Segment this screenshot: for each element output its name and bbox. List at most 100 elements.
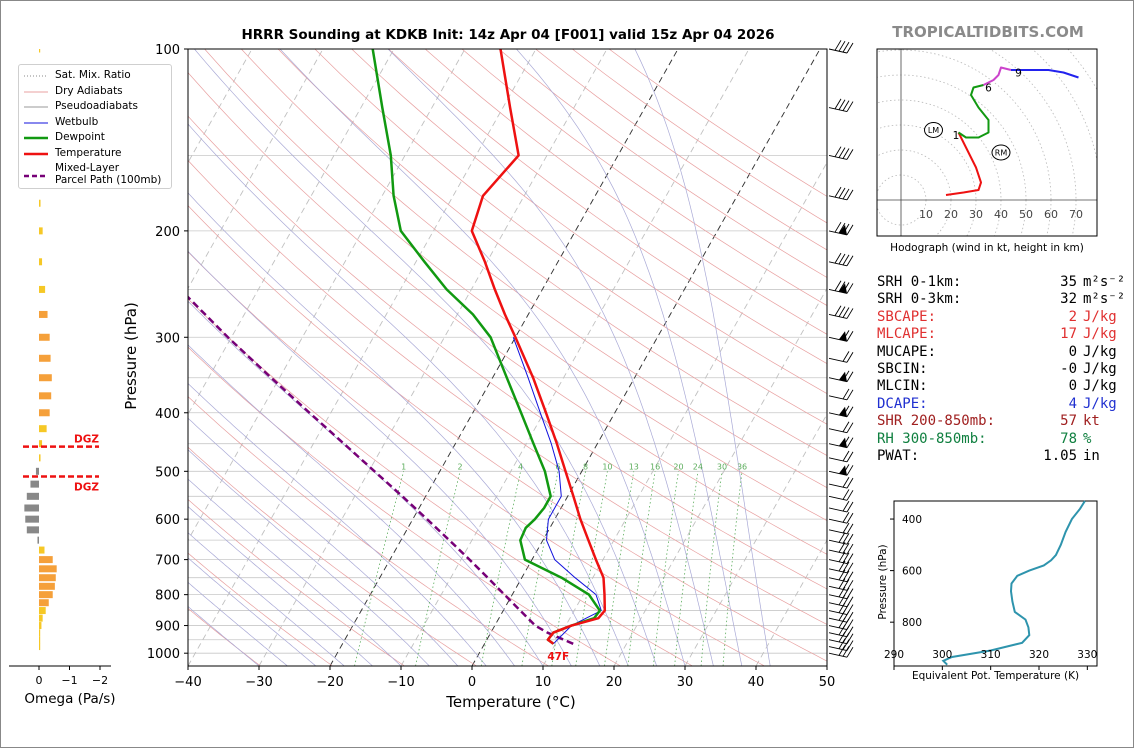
index-label: SBCIN:: [877, 361, 928, 377]
mixing-ratio-line: [481, 471, 520, 666]
wind-barb: [829, 147, 853, 160]
omega-bar: [39, 583, 55, 590]
omega-bar: [39, 565, 57, 572]
legend-item: Dry Adiabats: [23, 85, 169, 100]
omega-bar: [39, 547, 44, 554]
omega-bar: [39, 574, 56, 581]
theta-e-xlabel: Equivalent Pot. Temperature (K): [893, 670, 1098, 682]
index-label: SHR 200-850mb:: [877, 413, 995, 429]
hodograph-tick-label: 40: [994, 208, 1008, 221]
legend-swatch: [23, 71, 49, 81]
omega-bar: [39, 227, 43, 234]
x-tick-label: −20: [316, 675, 343, 690]
omega-bar: [39, 622, 41, 629]
mixing-ratio-label: 16: [650, 462, 660, 471]
y-tick-label: 500: [155, 465, 180, 480]
omega-bar: [39, 311, 48, 318]
omega-bar: [25, 516, 39, 523]
mixing-ratio-label: 2: [458, 462, 463, 471]
mixing-ratio-label: 13: [629, 462, 639, 471]
omega-bar: [24, 504, 39, 511]
mixing-ratio-label: 30: [717, 462, 727, 471]
pseudoadiabat: [635, 49, 770, 666]
index-label: SBCAPE:: [877, 309, 936, 325]
index-value: 35: [1017, 274, 1077, 290]
theta-e-x-tick-label: 330: [1077, 649, 1097, 661]
omega-bar: [36, 468, 39, 475]
y-tick-label: 800: [155, 589, 180, 604]
wind-barb: [829, 618, 853, 630]
wind-barb: [829, 595, 853, 607]
legend-item: Dewpoint: [23, 131, 169, 146]
theta-e-x-tick-label: 310: [981, 649, 1001, 661]
hodograph-tick-label: 10: [919, 208, 933, 221]
hodograph-segment: [946, 133, 981, 196]
dry-adiabat: [94, 49, 908, 666]
isotherm: [401, 49, 749, 666]
x-tick-label: −40: [174, 675, 201, 690]
omega-bar: [39, 286, 45, 293]
wind-barb: [829, 451, 853, 462]
series-wetbulb: [513, 337, 601, 644]
x-tick-label: 30: [677, 675, 694, 690]
wind-barb: [829, 603, 853, 615]
omega-bar: [39, 643, 40, 650]
index-row: RH 300-850mb:78%: [877, 431, 1117, 448]
legend-swatch: [23, 133, 49, 143]
index-value: 78: [1017, 431, 1077, 447]
hodograph-ring: [876, 150, 951, 238]
hodograph-height-label: 6: [985, 83, 992, 95]
pseudoadiabat: [1, 155, 486, 666]
wind-barb: [829, 281, 853, 294]
mixing-ratio-label: 10: [602, 462, 612, 471]
mixing-ratio-line: [576, 471, 608, 666]
mixing-ratio-label: 8: [583, 462, 588, 471]
legend-item: Wetbulb: [23, 116, 169, 131]
index-label: SRH 0-1km:: [877, 274, 961, 290]
index-label: MLCIN:: [877, 378, 928, 394]
index-value: 0: [1017, 378, 1077, 394]
y-tick-label: 1000: [147, 647, 180, 662]
omega-bar: [39, 556, 53, 563]
x-tick-label: 20: [606, 675, 623, 690]
theta-e-frame: [894, 501, 1097, 666]
mixing-ratio-label: 20: [673, 462, 683, 471]
index-value: 2: [1017, 309, 1077, 325]
omega-bar: [39, 355, 51, 362]
index-label: PWAT:: [877, 448, 919, 464]
legend-swatch: [23, 118, 49, 128]
index-unit: J/kg: [1083, 378, 1117, 394]
omega-tick-label: −2: [92, 674, 108, 687]
hodograph-tick-label: 30: [969, 208, 983, 221]
x-tick-label: 0: [468, 675, 476, 690]
wind-barb: [829, 552, 853, 564]
wind-barb: [829, 542, 853, 554]
minus20-isotherm: [330, 49, 678, 666]
index-unit: J/kg: [1083, 326, 1117, 342]
x-tick-label: 40: [748, 675, 765, 690]
x-tick-label: −10: [387, 675, 414, 690]
theta-e-x-tick-label: 320: [1029, 649, 1049, 661]
mixing-ratio-line: [723, 471, 742, 666]
hodograph-tick-label: 50: [1019, 208, 1033, 221]
hodograph-caption: Hodograph (wind in kt, height in km): [875, 242, 1099, 254]
y-tick-label: 900: [155, 620, 180, 635]
pseudoadiabat: [1, 210, 401, 666]
index-value: -0: [1017, 361, 1077, 377]
pseudoadiabat: [1, 231, 373, 666]
omega-bar: [39, 374, 52, 381]
dgz-label: DGZ: [74, 434, 99, 446]
index-unit: %: [1083, 431, 1091, 447]
index-unit: in: [1083, 448, 1100, 464]
pseudoadiabat: [1, 196, 429, 666]
legend-item: Temperature: [23, 147, 169, 162]
theta-e-y-tick-label: 400: [902, 514, 922, 526]
